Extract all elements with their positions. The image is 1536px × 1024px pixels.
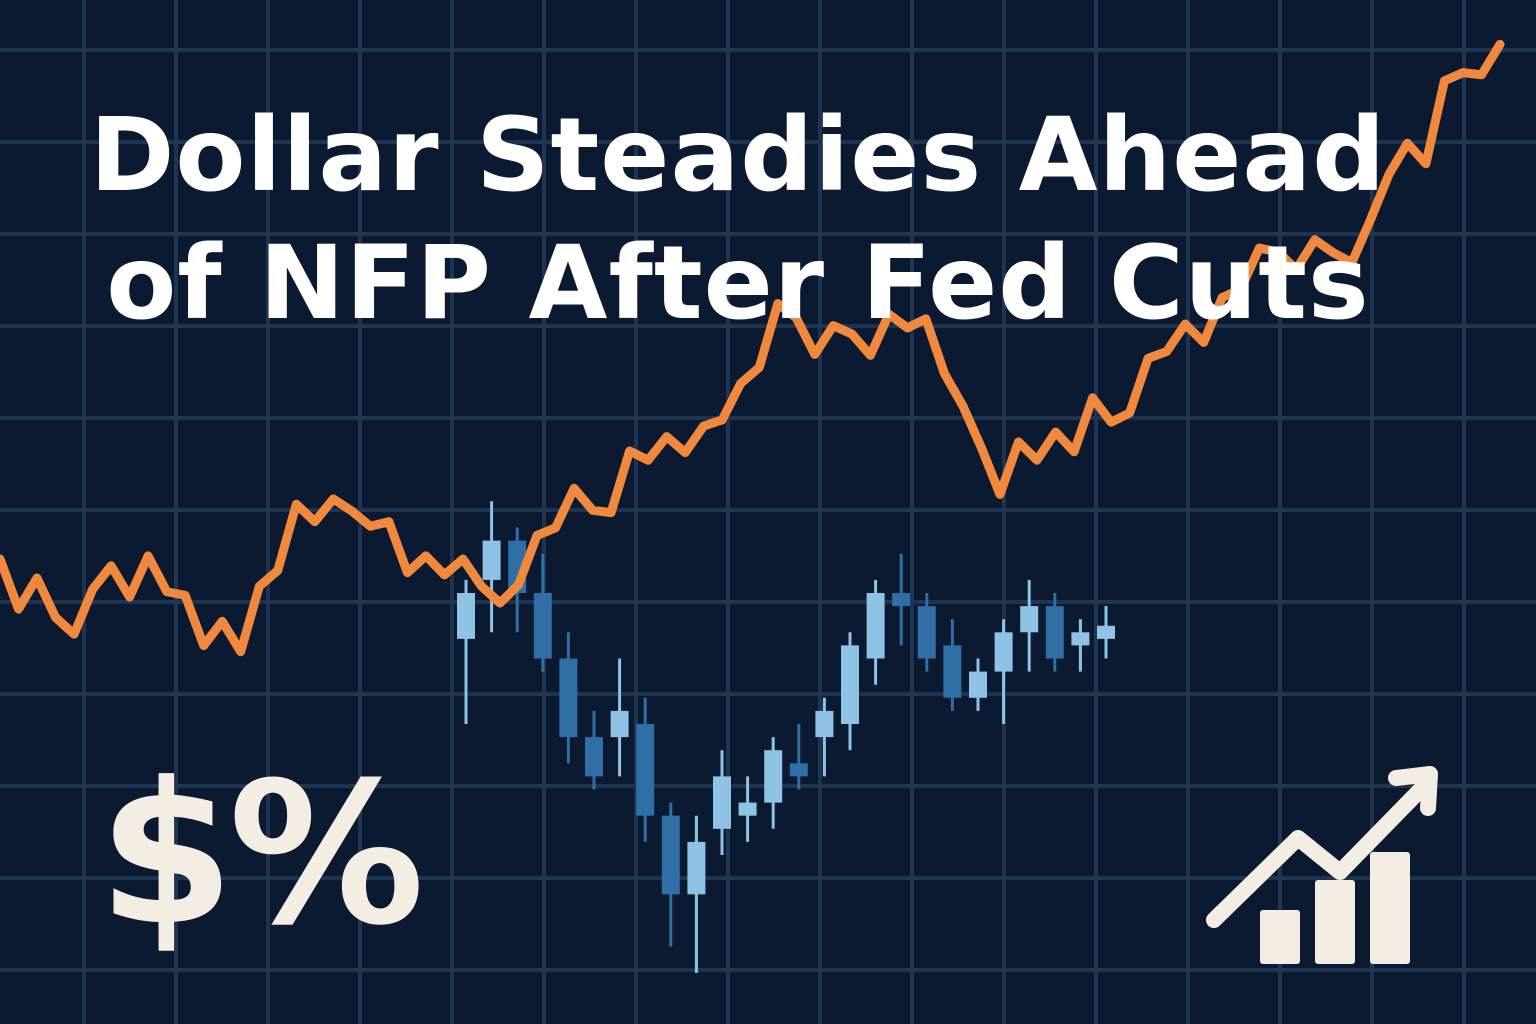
candle-body [917, 606, 936, 659]
price-line [0, 39, 1505, 657]
line-series [0, 39, 1505, 657]
headline: Dollar Steadies Ahead of NFP After Fed C… [0, 92, 1476, 348]
headline-line-2: of NFP After Fed Cuts [106, 224, 1370, 343]
bar-chart-trend-up-icon [1206, 766, 1438, 964]
growth-icon-arrow-head [1388, 766, 1438, 816]
candle-body [636, 724, 655, 816]
candle-body [457, 593, 475, 639]
growth-icon-bar-1 [1260, 910, 1300, 964]
growth-icon-trend-line [1206, 774, 1436, 928]
candle-body [533, 593, 552, 659]
headline-line-1: Dollar Steadies Ahead [89, 96, 1387, 215]
candle-body [892, 593, 911, 607]
candle-body [866, 593, 885, 659]
candle-body [687, 841, 706, 895]
candle-body [1020, 606, 1039, 633]
candle-body [713, 776, 731, 829]
candle-body [610, 710, 629, 738]
candle-body [661, 815, 680, 895]
candle-body [585, 737, 603, 777]
candle-body [1071, 632, 1090, 646]
dollar-percent-symbols: $% [98, 741, 425, 969]
growth-icon-bar-3 [1370, 852, 1410, 964]
candlestick-series [457, 501, 1115, 973]
candle-body [841, 645, 859, 724]
candle-body [1045, 606, 1064, 659]
candle-body [789, 763, 808, 777]
candle-body [994, 632, 1013, 672]
candle-body [969, 671, 987, 698]
candle-body [764, 750, 783, 803]
growth-icon-bar-2 [1315, 880, 1355, 964]
candle-body [1097, 625, 1115, 639]
candle-body [559, 658, 578, 738]
candle-body [815, 710, 834, 738]
candle-body [482, 540, 501, 580]
candle-body [738, 802, 757, 816]
candle-body [943, 645, 962, 698]
